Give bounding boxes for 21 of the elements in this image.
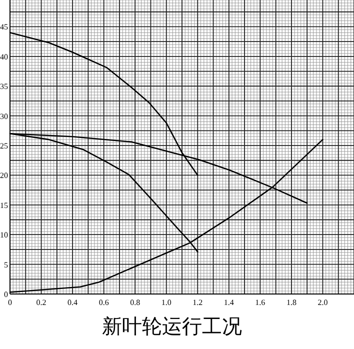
x-tick-label: 1.0 (161, 298, 172, 307)
y-tick-label: 15 (0, 200, 8, 210)
x-tick-label: 0.8 (130, 298, 140, 307)
y-tick-label: 25 (0, 142, 8, 151)
y-tick-label: 45 (0, 22, 8, 32)
x-tick-label: 0.4 (68, 298, 78, 307)
x-tick-label: 1.4 (224, 298, 234, 307)
y-tick-label: 30 (0, 112, 8, 121)
y-tick-label: 20 (0, 171, 8, 180)
y-tick-label: 35 (0, 82, 8, 92)
x-tick-label: 0.6 (98, 298, 109, 307)
y-tick-label: 40 (0, 52, 8, 62)
x-tick-label: 0.2 (36, 298, 46, 307)
y-tick-label: 10 (0, 230, 8, 240)
x-tick-label: 1.8 (286, 298, 296, 307)
x-tick-label: 1.6 (255, 298, 266, 307)
y-tick-label: 5 (4, 260, 8, 270)
y-tick-label: 0 (4, 290, 8, 299)
x-tick-label: 2.0 (318, 298, 328, 307)
text: 新叶轮运行工况 (102, 316, 242, 338)
x-tick-label: 1.2 (192, 298, 203, 307)
